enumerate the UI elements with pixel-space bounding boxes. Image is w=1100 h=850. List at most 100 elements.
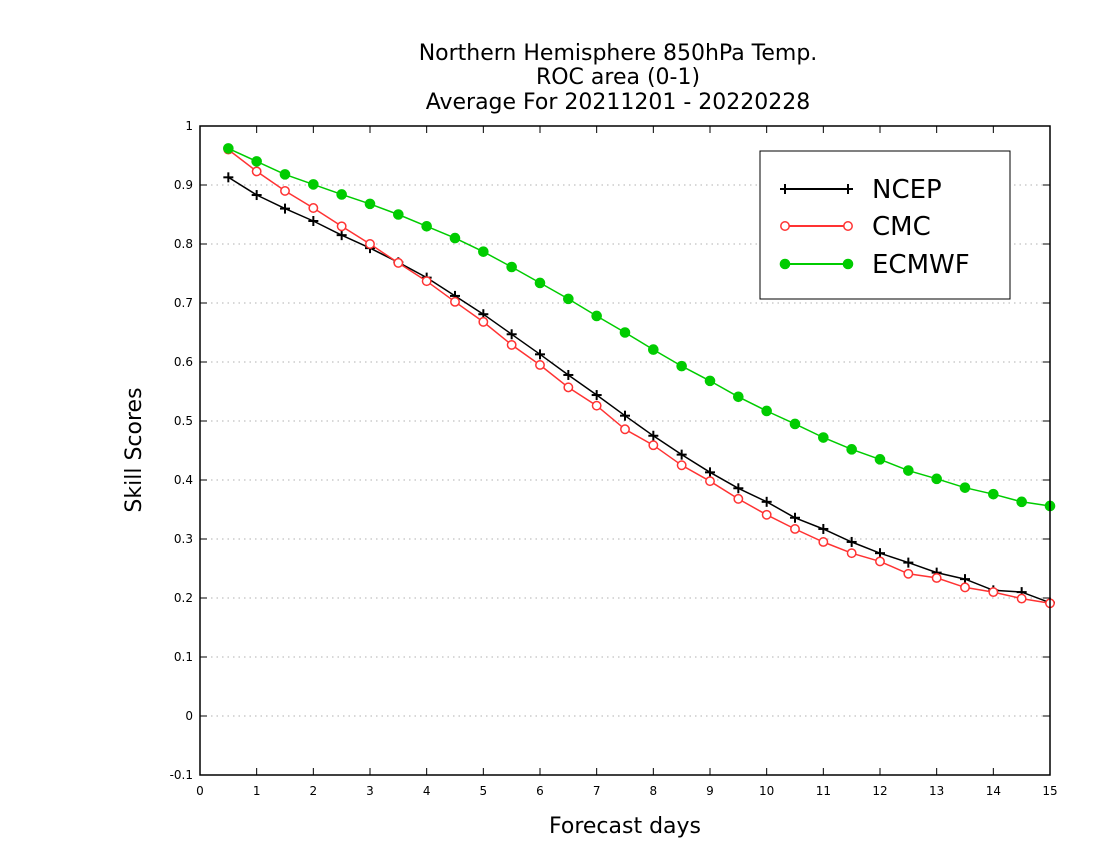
legend-marker-ncep (780, 184, 790, 194)
data-point-ecmwf (534, 277, 546, 289)
y-tick-label: 0.5 (174, 414, 193, 428)
data-point-ecmwf (761, 405, 772, 417)
data-point-cmc (620, 424, 630, 435)
x-tick-label: 15 (1042, 784, 1057, 798)
y-tick-label: 0.4 (174, 473, 193, 487)
data-point-cmc (648, 440, 659, 451)
y-tick-label: -0.1 (170, 768, 193, 782)
data-point-ncep (591, 390, 602, 401)
y-axis-label: Skill Scores (122, 387, 147, 512)
x-tick-label: 6 (536, 784, 544, 798)
data-point-ncep (705, 467, 715, 478)
data-point-ecmwf (619, 327, 631, 338)
data-point-ncep (308, 215, 319, 226)
data-point-ecmwf (336, 189, 347, 200)
y-tick-label: 0.9 (174, 178, 193, 192)
tick-layer: 0 1 2 3 4 5 6 7 8 9 10 11 12 13 14 15-0.100.10.20.30.40… (170, 119, 1058, 798)
data-point-cmc (733, 493, 744, 504)
chart-title-line-3: Average For 20211201 - 20220228 (426, 90, 811, 115)
data-point-ecmwf (676, 360, 687, 372)
series-layer (223, 143, 1056, 609)
y-tick-label: 0.2 (174, 591, 193, 605)
data-point-cmc (421, 276, 432, 287)
x-tick-label: 8 (650, 784, 658, 798)
data-point-ecmwf (364, 198, 376, 210)
data-point-ncep (790, 512, 800, 523)
y-tick-label: 0.1 (174, 650, 193, 664)
data-point-ecmwf (959, 482, 971, 493)
data-point-cmc (761, 509, 772, 520)
data-point-cmc (478, 316, 489, 327)
data-point-ecmwf (988, 488, 999, 500)
data-point-cmc (875, 556, 885, 567)
data-point-ncep (280, 203, 290, 214)
data-point-ecmwf (421, 221, 432, 232)
x-axis-label: Forecast days (549, 814, 701, 839)
series-ecmwf (223, 143, 1056, 512)
data-point-ncep (676, 449, 687, 460)
data-point-ncep (223, 172, 234, 183)
data-point-cmc (506, 339, 517, 350)
legend-box (759, 150, 1011, 300)
legend: NCEP CMC ECMWF (759, 150, 1011, 300)
legend-label-ecmwf: ECMWF (872, 250, 970, 280)
data-point-cmc (308, 203, 319, 213)
y-tick-label: 0 (185, 709, 193, 723)
data-point-ecmwf (591, 310, 602, 322)
data-point-ecmwf (1016, 496, 1027, 508)
data-point-ncep (648, 430, 659, 441)
data-point-cmc (450, 296, 460, 307)
data-point-cmc (903, 568, 914, 579)
x-tick-label: 9 (706, 784, 714, 798)
data-point-cmc (365, 239, 375, 249)
data-point-cmc (676, 460, 687, 471)
y-tick-label: 0.3 (174, 532, 193, 546)
chart-title-line-1: Northern Hemisphere 850hPa Temp. (419, 41, 818, 66)
x-tick-label: 2 (310, 784, 318, 798)
data-point-cmc (1016, 593, 1027, 604)
y-tick-label: 0.6 (174, 355, 193, 369)
data-point-cmc (931, 572, 942, 583)
data-point-ecmwf (874, 454, 886, 465)
x-tick-label: 11 (816, 784, 831, 798)
data-point-ncep (506, 329, 517, 340)
data-point-ncep (733, 483, 744, 494)
data-point-cmc (280, 185, 290, 196)
legend-label-cmc: CMC (872, 212, 931, 242)
data-point-ecmwf (733, 391, 744, 403)
data-point-ecmwf (279, 169, 291, 180)
legend-item-cmc: CMC (780, 212, 931, 242)
data-point-ncep (620, 410, 630, 421)
data-point-ncep (336, 230, 347, 241)
data-point-ecmwf (449, 232, 461, 244)
data-point-ecmwf (931, 473, 942, 485)
data-point-ecmwf (223, 143, 234, 154)
data-point-cmc (251, 166, 262, 177)
x-tick-label: 10 (759, 784, 774, 798)
data-point-cmc (535, 360, 545, 370)
y-tick-label: 1 (185, 119, 193, 133)
y-tick-label: 0.8 (174, 237, 193, 251)
legend-marker-ncep (843, 184, 853, 194)
data-point-ecmwf (393, 209, 404, 220)
data-point-ecmwf (251, 156, 262, 167)
data-point-ecmwf (789, 418, 801, 430)
data-point-ecmwf (846, 444, 857, 455)
data-point-ecmwf (818, 432, 829, 443)
x-tick-label: 12 (872, 784, 887, 798)
legend-marker-ecmwf (842, 258, 854, 270)
plot-area-frame (199, 125, 1051, 776)
data-point-cmc (591, 400, 602, 411)
data-point-cmc (846, 548, 857, 559)
x-tick-label: 14 (986, 784, 1001, 798)
data-point-ecmwf (648, 344, 659, 355)
data-point-ncep (535, 349, 545, 360)
data-point-cmc (960, 582, 970, 593)
series-line-ncep (227, 176, 1051, 604)
data-point-cmc (988, 587, 999, 598)
data-point-ecmwf (478, 246, 489, 257)
legend-entries: NCEP CMC ECMWF (779, 175, 970, 280)
series-cmc (223, 144, 1055, 609)
data-point-cmc (705, 476, 715, 487)
